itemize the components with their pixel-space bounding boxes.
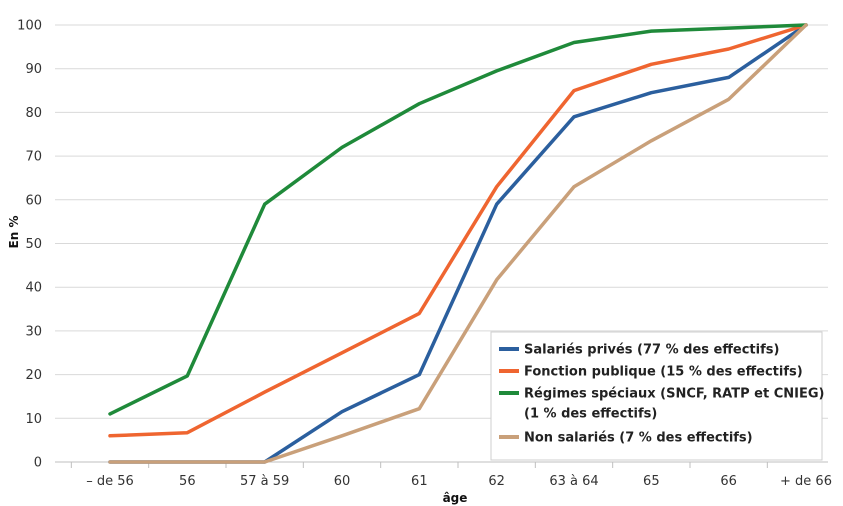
legend-label-4: Non salariés (7 % des effectifs) [524,431,753,446]
x-tick-label: 65 [643,474,660,489]
series-line-2 [108,23,808,438]
y-axis-title: En % [7,216,21,249]
x-tick-label: 66 [720,474,737,489]
x-axis-title: âge [443,491,468,505]
y-tick-label: 10 [25,412,42,427]
legend-label-1: Salariés privés (77 % des effectifs) [524,343,779,358]
x-tick-label: 57 à 59 [240,474,289,489]
series-line-3 [108,23,808,416]
legend: Salariés privés (77 % des effectifs) Fonc… [490,331,824,461]
y-tick-labels: 0 10 20 30 40 50 60 70 80 90 100 [17,19,42,471]
series-line-4 [108,23,808,464]
y-tick-label: 50 [25,237,42,252]
legend-label-2: Fonction publique (15 % des effectifs) [524,365,803,380]
y-tick-label: 70 [25,150,42,165]
y-tick-label: 90 [25,62,42,77]
x-tick-label: 56 [179,474,196,489]
legend-label-3: Régimes spéciaux (SNCF, RATP et CNIEG) [524,387,824,402]
y-tick-label: 30 [25,324,42,339]
x-tick-label: – de 56 [86,474,134,489]
y-tick-label: 80 [25,106,42,121]
series-lines [108,23,808,464]
x-tick-label: 60 [334,474,351,489]
y-tick-label: 40 [25,281,42,296]
x-tick-label: 63 à 64 [549,474,598,489]
x-tick-label: 62 [488,474,505,489]
x-tick-label: + de 66 [780,474,832,489]
y-tick-label: 100 [17,19,42,34]
x-tick-labels: – de 56 56 57 à 59 60 61 62 63 à 64 65 66 + de 66 [86,474,832,489]
y-tick-label: 60 [25,193,42,208]
y-tick-label: 20 [25,368,42,383]
grid-lines [55,24,828,468]
x-tick-label: 61 [411,474,428,489]
legend-box [490,331,823,461]
legend-label-3: (1 % des effectifs) [524,407,657,422]
y-tick-label: 0 [34,456,42,471]
